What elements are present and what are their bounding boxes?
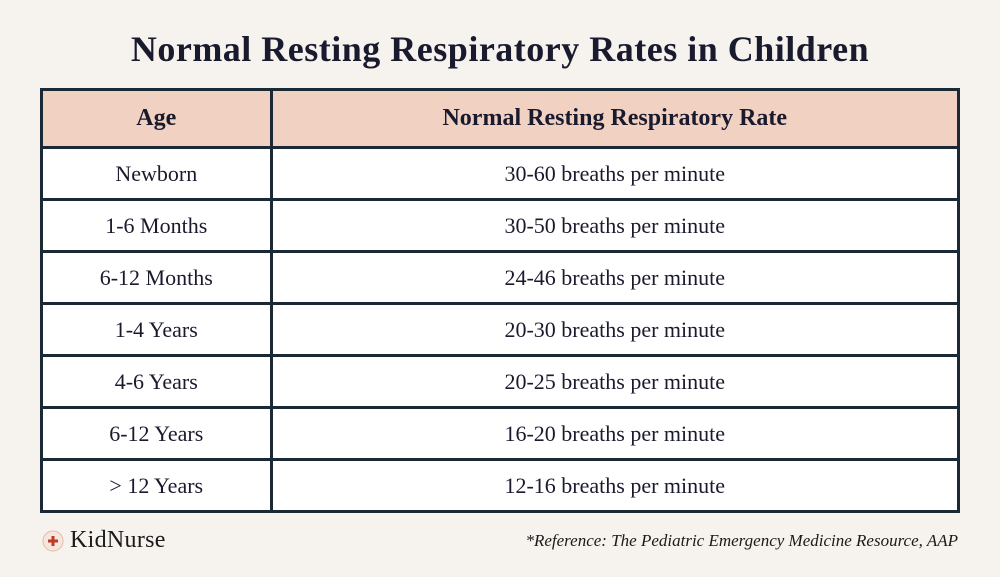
cell-rate: 30-50 breaths per minute <box>271 200 958 252</box>
cell-rate: 30-60 breaths per minute <box>271 148 958 200</box>
footer: KidNurse *Reference: The Pediatric Emerg… <box>40 527 960 554</box>
cell-rate: 20-25 breaths per minute <box>271 356 958 408</box>
cell-age: 6-12 Months <box>42 252 272 304</box>
respiratory-rate-table: Age Normal Resting Respiratory Rate Newb… <box>40 88 960 513</box>
brand-name: KidNurse <box>70 527 166 554</box>
brand: KidNurse <box>42 527 166 554</box>
table-header-row: Age Normal Resting Respiratory Rate <box>42 90 959 148</box>
cell-rate: 20-30 breaths per minute <box>271 304 958 356</box>
column-header-rate: Normal Resting Respiratory Rate <box>271 90 958 148</box>
page-title: Normal Resting Respiratory Rates in Chil… <box>40 28 960 70</box>
brand-icon <box>42 530 64 552</box>
table-row: 6-12 Years 16-20 breaths per minute <box>42 408 959 460</box>
table-row: > 12 Years 12-16 breaths per minute <box>42 460 959 512</box>
cell-age: 6-12 Years <box>42 408 272 460</box>
cell-rate: 16-20 breaths per minute <box>271 408 958 460</box>
column-header-age: Age <box>42 90 272 148</box>
cell-rate: 24-46 breaths per minute <box>271 252 958 304</box>
table-row: 1-4 Years 20-30 breaths per minute <box>42 304 959 356</box>
cell-age: > 12 Years <box>42 460 272 512</box>
cell-age: Newborn <box>42 148 272 200</box>
cell-age: 4-6 Years <box>42 356 272 408</box>
reference-text: *Reference: The Pediatric Emergency Medi… <box>525 531 958 551</box>
cell-age: 1-4 Years <box>42 304 272 356</box>
cell-age: 1-6 Months <box>42 200 272 252</box>
table-row: 6-12 Months 24-46 breaths per minute <box>42 252 959 304</box>
table-row: Newborn 30-60 breaths per minute <box>42 148 959 200</box>
table-row: 1-6 Months 30-50 breaths per minute <box>42 200 959 252</box>
cell-rate: 12-16 breaths per minute <box>271 460 958 512</box>
table-row: 4-6 Years 20-25 breaths per minute <box>42 356 959 408</box>
